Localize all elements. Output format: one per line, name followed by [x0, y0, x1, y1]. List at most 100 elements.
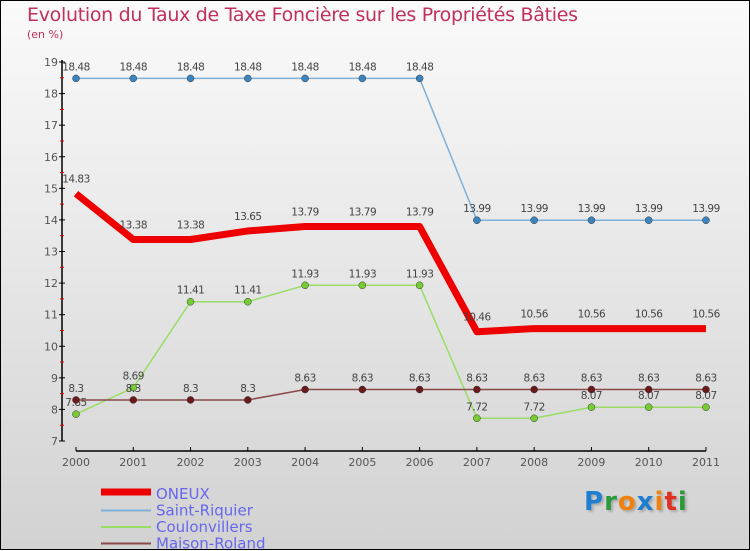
data-point [244, 298, 251, 305]
data-point [416, 386, 423, 393]
data-label: 8.3 [183, 383, 198, 395]
data-point [416, 282, 423, 289]
data-point [588, 386, 595, 393]
data-point [359, 386, 366, 393]
x-tick-label: 2001 [119, 456, 147, 469]
data-label: 13.99 [635, 203, 663, 215]
y-tick-label: 14 [44, 214, 58, 227]
data-point [702, 217, 709, 224]
data-point [187, 396, 194, 403]
y-tick-label: 17 [44, 119, 58, 132]
data-label: 13.99 [463, 203, 491, 215]
data-label: 18.48 [291, 61, 319, 73]
x-tick-label: 2009 [577, 456, 605, 469]
data-point [73, 396, 80, 403]
data-label: 8.3 [126, 383, 141, 395]
x-tick-label: 2003 [234, 456, 262, 469]
data-point [588, 217, 595, 224]
data-label: 13.65 [234, 211, 262, 223]
data-label: 13.79 [291, 207, 319, 219]
y-tick-label: 7 [51, 435, 58, 448]
logo-letter: i [678, 487, 688, 517]
data-label: 8.63 [523, 373, 544, 385]
y-tick-label: 9 [51, 372, 58, 385]
data-label: 11.41 [177, 285, 205, 297]
data-label: 11.41 [234, 285, 262, 297]
x-tick-label: 2005 [348, 456, 376, 469]
data-point [588, 404, 595, 411]
data-label: 8.63 [294, 373, 315, 385]
logo-letter: o [618, 487, 637, 517]
data-label: 13.79 [349, 207, 377, 219]
data-point [302, 75, 309, 82]
data-point [187, 75, 194, 82]
proxiti-logo: Proxiti [584, 487, 688, 517]
data-label: 8.63 [638, 373, 659, 385]
y-tick-label: 8 [51, 403, 58, 416]
data-point [645, 386, 652, 393]
logo-letter: P [584, 487, 604, 517]
data-point [73, 411, 80, 418]
data-label: 18.48 [349, 61, 377, 73]
data-point [130, 75, 137, 82]
data-label: 18.48 [406, 61, 434, 73]
data-label: 18.48 [119, 61, 147, 73]
data-label: 7.72 [466, 401, 487, 413]
y-tick-label: 16 [44, 151, 58, 164]
data-label: 11.93 [349, 268, 377, 280]
legend-label: ONEUX [156, 485, 210, 503]
x-tick-label: 2000 [62, 456, 90, 469]
data-point [302, 282, 309, 289]
data-label: 10.56 [635, 309, 663, 321]
y-tick-label: 12 [44, 277, 58, 290]
y-tick-label: 11 [44, 309, 58, 322]
legend-label: Saint-Riquier [156, 502, 254, 520]
legend-label: Coulonvillers [156, 518, 253, 536]
data-label: 8.3 [240, 383, 255, 395]
data-label: 8.63 [466, 373, 487, 385]
data-label: 8.3 [68, 383, 83, 395]
x-tick-label: 2011 [692, 456, 720, 469]
y-tick-label: 10 [44, 340, 58, 353]
y-tick-label: 18 [44, 88, 58, 101]
series-line-oneux [76, 194, 706, 332]
data-point [473, 217, 480, 224]
data-point [416, 75, 423, 82]
data-label: 13.99 [520, 203, 548, 215]
logo-letter: r [604, 487, 618, 517]
data-point [531, 386, 538, 393]
data-label: 8.63 [352, 373, 373, 385]
data-label: 8.69 [123, 371, 144, 383]
data-point [702, 386, 709, 393]
data-label: 10.56 [520, 309, 548, 321]
data-point [244, 396, 251, 403]
data-label: 13.38 [177, 219, 205, 231]
data-point [645, 217, 652, 224]
data-point [359, 282, 366, 289]
data-point [531, 415, 538, 422]
data-label: 8.63 [409, 373, 430, 385]
data-label: 10.56 [578, 309, 606, 321]
data-label: 10.56 [692, 309, 720, 321]
data-label: 13.79 [406, 207, 434, 219]
y-tick-label: 13 [44, 246, 58, 259]
data-point [130, 396, 137, 403]
data-label: 13.99 [692, 203, 720, 215]
data-point [302, 386, 309, 393]
data-label: 11.93 [406, 268, 434, 280]
data-point [645, 404, 652, 411]
data-label: 11.93 [291, 268, 319, 280]
data-label: 18.48 [62, 61, 90, 73]
x-tick-label: 2002 [177, 456, 205, 469]
series-line-coulonvillers [76, 285, 706, 418]
data-label: 18.48 [177, 61, 205, 73]
logo-letter: t [664, 487, 677, 517]
series-line-saint-riquier [76, 78, 706, 220]
data-label: 14.83 [62, 174, 90, 186]
data-point [244, 75, 251, 82]
data-point [473, 386, 480, 393]
data-point [531, 217, 538, 224]
series-line-maison-roland [76, 390, 706, 400]
